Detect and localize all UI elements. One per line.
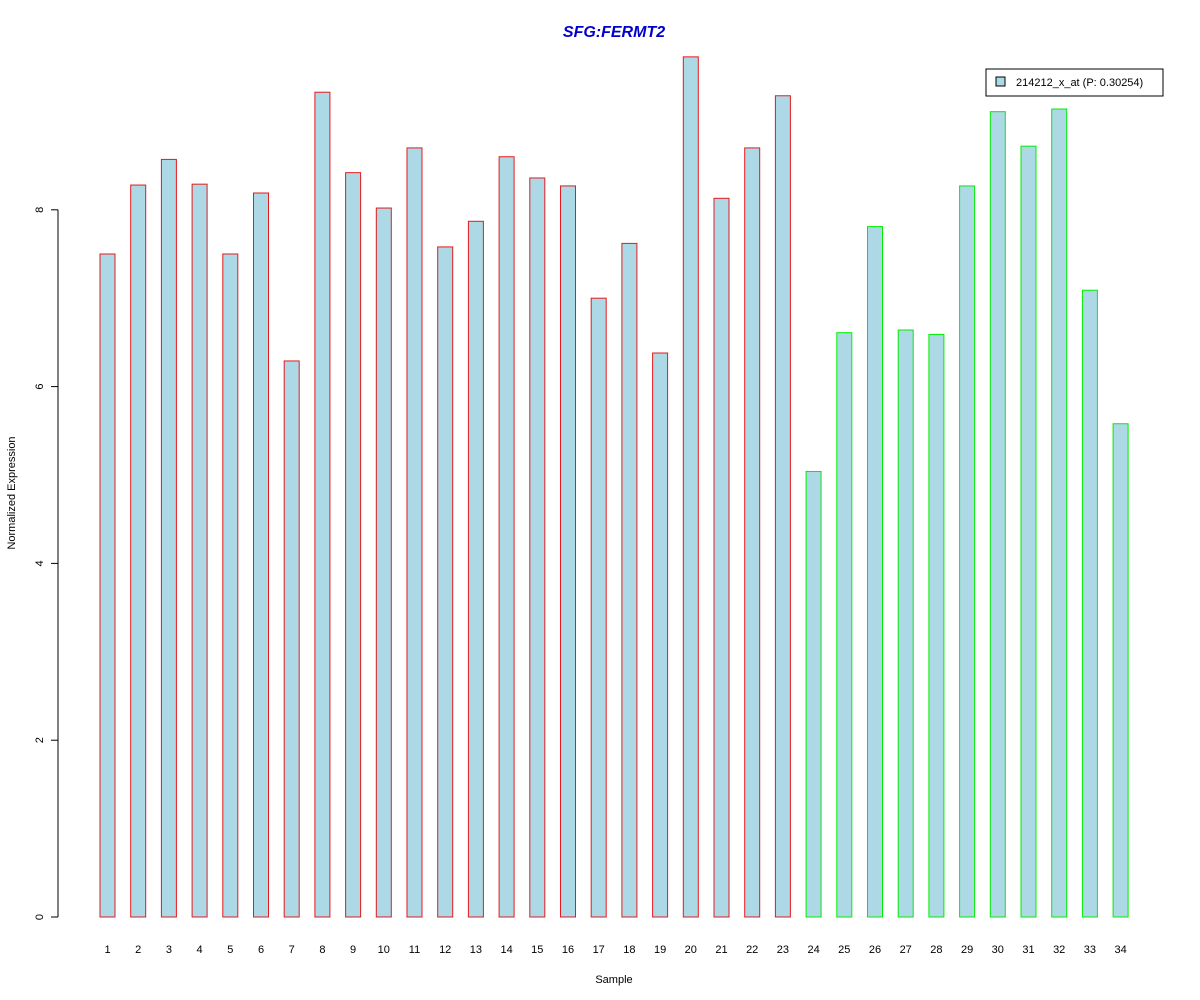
x-tick-label: 2 — [135, 944, 141, 956]
x-tick-label: 33 — [1084, 944, 1096, 956]
x-tick-label: 18 — [623, 944, 635, 956]
x-tick-label: 8 — [319, 944, 325, 956]
x-tick-label: 28 — [930, 944, 942, 956]
x-tick-label: 29 — [961, 944, 973, 956]
x-tick-labels: 1 2 3 4 5 6 7 8 9 10 11 12 13 14 15 16 17 18 19 20 21 22 23 24 2… — [104, 944, 1126, 956]
x-tick-label: 5 — [227, 944, 233, 956]
x-tick-label: 20 — [685, 944, 697, 956]
bars — [99, 56, 1129, 918]
x-tick-label: 9 — [350, 944, 356, 956]
bar — [99, 253, 116, 918]
x-tick-label: 19 — [654, 944, 666, 956]
x-tick-label: 32 — [1053, 944, 1065, 956]
bar — [253, 192, 269, 918]
y-tick-label: 2 — [34, 737, 46, 743]
x-tick-label: 6 — [258, 944, 264, 956]
legend-swatch — [995, 76, 1006, 87]
bar — [805, 470, 822, 918]
bar — [529, 177, 546, 918]
bar — [406, 147, 423, 918]
x-tick-label: 10 — [378, 944, 390, 956]
x-tick-label: 26 — [869, 944, 881, 956]
x-tick-label: 17 — [593, 944, 605, 956]
bar — [959, 185, 976, 918]
x-tick-label: 21 — [715, 944, 727, 956]
bar — [928, 333, 945, 918]
x-tick-label: 25 — [838, 944, 850, 956]
bar — [867, 226, 883, 918]
bar — [836, 332, 853, 918]
legend: 214212_x_at (P: 0.30254) — [985, 68, 1164, 97]
bar — [774, 95, 791, 918]
x-tick-label: 22 — [746, 944, 758, 956]
bar — [345, 172, 362, 918]
y-axis: 0 2 4 6 8 — [34, 207, 59, 920]
bar — [222, 253, 239, 918]
bar — [467, 220, 484, 918]
y-tick-label: 8 — [34, 207, 46, 213]
x-tick-label: 3 — [166, 944, 172, 956]
x-tick-label: 14 — [500, 944, 512, 956]
x-tick-label: 16 — [562, 944, 574, 956]
x-tick-label: 34 — [1114, 944, 1126, 956]
legend-box — [985, 68, 1164, 97]
x-tick-label: 7 — [289, 944, 295, 956]
bar — [1112, 423, 1129, 918]
bar — [621, 242, 638, 918]
y-tick-label: 6 — [34, 384, 46, 390]
bar — [713, 197, 730, 918]
bar — [744, 147, 761, 918]
x-tick-label: 31 — [1022, 944, 1034, 956]
bar — [590, 297, 607, 918]
x-tick-label: 1 — [104, 944, 110, 956]
bar — [682, 56, 699, 918]
bar — [130, 184, 147, 918]
bar — [160, 158, 177, 918]
bar — [1051, 108, 1068, 918]
x-tick-label: 12 — [439, 944, 451, 956]
x-tick-label: 15 — [531, 944, 543, 956]
bar — [283, 360, 300, 918]
bar — [897, 329, 914, 918]
bar — [191, 183, 208, 918]
y-axis-label: Normalized Expression — [6, 436, 18, 549]
bar — [375, 207, 392, 918]
bar — [652, 352, 669, 918]
x-tick-label: 30 — [992, 944, 1004, 956]
chart-title: SFG:FERMT2 — [563, 24, 665, 41]
bar — [1081, 289, 1098, 918]
bar — [989, 111, 1006, 918]
y-tick-label: 0 — [34, 914, 46, 920]
x-tick-label: 23 — [777, 944, 789, 956]
x-tick-label: 27 — [900, 944, 912, 956]
x-axis-label: Sample — [595, 974, 632, 986]
bar — [560, 185, 576, 918]
x-tick-label: 11 — [409, 944, 420, 956]
bar — [437, 246, 454, 918]
bar — [1020, 145, 1037, 918]
x-tick-label: 4 — [197, 944, 203, 956]
x-tick-label: 24 — [807, 944, 819, 956]
bar — [498, 156, 515, 918]
bar — [314, 91, 331, 918]
legend-label: 214212_x_at (P: 0.30254) — [1016, 77, 1143, 89]
y-tick-label: 4 — [34, 560, 46, 566]
x-tick-label: 13 — [470, 944, 482, 956]
